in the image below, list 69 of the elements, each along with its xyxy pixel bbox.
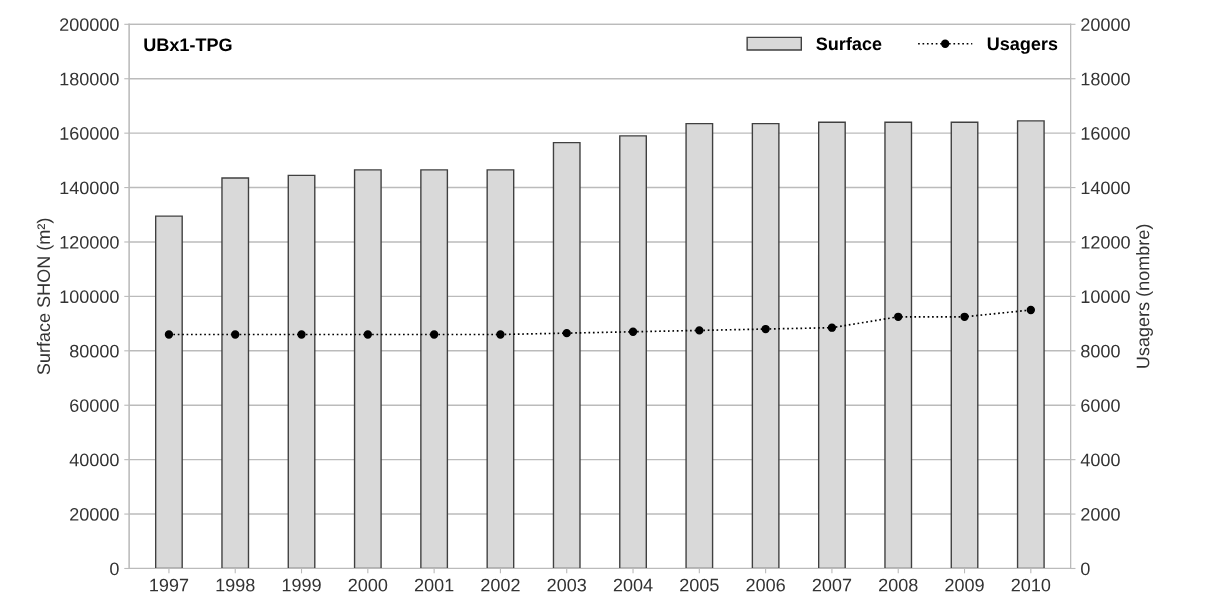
point xyxy=(894,312,903,321)
y-tick-label: 160000 xyxy=(60,127,119,140)
bar xyxy=(486,169,515,569)
y-tick-label: 140000 xyxy=(60,181,119,195)
x-tick-label: 2003 xyxy=(547,578,587,592)
y-axis-title: Surface SHON (m²) xyxy=(36,218,54,375)
bar xyxy=(287,174,316,569)
point xyxy=(628,327,638,336)
y-tick-label: 20000 xyxy=(70,508,119,521)
x-tick-label: 2000 xyxy=(348,578,388,592)
y-tick-label: 200000 xyxy=(60,18,119,32)
y2-tick-label: 18000 xyxy=(1081,72,1130,86)
x-tick-label: 1998 xyxy=(216,578,255,592)
bar xyxy=(950,121,979,569)
y2-tick-label: 8000 xyxy=(1081,344,1120,358)
y2-tick-label: 6000 xyxy=(1081,399,1120,412)
x-tick-label: 2006 xyxy=(746,578,785,592)
x-tick-label: 2005 xyxy=(680,578,719,592)
x-tick-label: 2007 xyxy=(812,578,852,592)
y2-tick-label: 12000 xyxy=(1081,235,1130,249)
x-tick-label: 1999 xyxy=(282,578,321,592)
x-tick-label: 2008 xyxy=(879,578,918,592)
text: UBx1-TPG xyxy=(144,38,232,52)
x-tick-label: 2010 xyxy=(1011,578,1051,592)
point xyxy=(297,330,306,339)
point xyxy=(496,330,505,339)
y2-tick-label: 4000 xyxy=(1080,453,1120,467)
point xyxy=(761,324,770,334)
y-tick-label: 0 xyxy=(110,562,119,576)
y-tick-label: 60000 xyxy=(70,399,119,412)
point xyxy=(960,312,969,321)
bar xyxy=(1016,120,1045,569)
point xyxy=(562,328,571,338)
point xyxy=(695,326,704,335)
y2-axis-title: Usagers (nombre) xyxy=(1136,224,1153,368)
bar xyxy=(817,121,846,569)
bar xyxy=(884,121,913,569)
x-tick-label: 1997 xyxy=(150,578,189,592)
x-tick-label: 2002 xyxy=(481,578,520,592)
y2-tick-label: 16000 xyxy=(1081,127,1130,140)
x-tick-label: 2009 xyxy=(945,578,984,592)
y-tick-label: 40000 xyxy=(69,453,119,467)
bar xyxy=(685,122,714,569)
y2-tick-label: 10000 xyxy=(1081,290,1130,304)
point xyxy=(231,330,240,339)
point xyxy=(363,330,372,339)
point xyxy=(429,330,439,339)
y-tick-label: 120000 xyxy=(60,235,119,249)
y2-tick-label: 0 xyxy=(1081,562,1090,576)
x-tick-label: 2001 xyxy=(414,578,454,592)
y2-tick-label: 2000 xyxy=(1081,508,1120,521)
legend-label: Surface xyxy=(816,36,882,51)
point xyxy=(1026,305,1035,315)
y2-tick-label: 20000 xyxy=(1081,18,1130,32)
y2-tick-label: 14000 xyxy=(1081,181,1130,195)
point xyxy=(164,330,174,339)
bar xyxy=(552,141,581,569)
y-tick-label: 180000 xyxy=(60,72,119,86)
bar xyxy=(221,177,250,569)
point xyxy=(827,323,837,332)
y-tick-label: 100000 xyxy=(60,290,119,304)
x-tick-label: 2004 xyxy=(613,578,653,592)
y-tick-label: 80000 xyxy=(70,344,119,358)
bar xyxy=(619,135,647,569)
bar xyxy=(154,215,183,569)
bar xyxy=(420,169,449,569)
bar xyxy=(353,169,382,569)
legend-label: Usagers xyxy=(987,37,1058,54)
bar xyxy=(751,122,780,569)
